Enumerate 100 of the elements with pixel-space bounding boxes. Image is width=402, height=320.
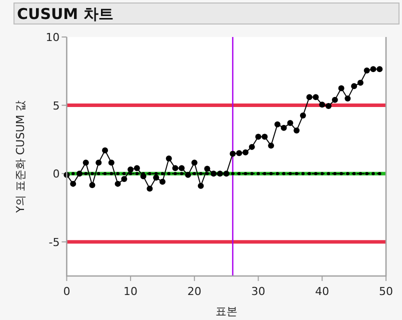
point <box>206 172 209 176</box>
point <box>110 172 113 176</box>
point <box>308 172 311 176</box>
point <box>160 172 164 176</box>
x-tick-label: 0 <box>63 285 70 298</box>
point <box>244 172 248 176</box>
point <box>70 180 76 187</box>
point <box>357 80 364 86</box>
point <box>378 172 382 176</box>
y-tick-label: 0 <box>52 168 60 181</box>
point <box>358 172 362 176</box>
point <box>84 172 88 176</box>
point <box>314 172 318 176</box>
point <box>333 172 337 176</box>
point <box>146 186 153 192</box>
point <box>238 172 241 176</box>
point <box>364 67 370 74</box>
point <box>312 94 319 100</box>
point <box>198 182 204 189</box>
point <box>148 172 152 176</box>
point <box>256 172 260 176</box>
point <box>370 66 376 72</box>
point <box>90 172 94 176</box>
chart-title: CUSUM 차트 <box>17 5 114 23</box>
point <box>250 172 254 176</box>
point <box>338 85 344 92</box>
point <box>116 172 120 176</box>
y-tick-label: -5 <box>48 236 60 249</box>
point <box>166 156 172 162</box>
point <box>134 165 140 172</box>
point <box>178 165 185 172</box>
point <box>96 160 102 166</box>
point <box>230 150 236 157</box>
x-tick-label: 40 <box>315 285 330 298</box>
point <box>102 147 108 154</box>
point <box>89 182 96 188</box>
point <box>320 172 324 176</box>
point <box>306 94 312 100</box>
point <box>276 172 280 176</box>
point <box>82 160 89 166</box>
point <box>301 172 305 176</box>
point <box>288 172 292 176</box>
point <box>351 83 358 90</box>
point <box>352 172 356 176</box>
point <box>280 124 287 131</box>
point <box>122 172 126 176</box>
point <box>231 172 234 176</box>
point <box>319 102 326 108</box>
point <box>294 172 298 176</box>
point <box>153 174 160 181</box>
point <box>344 95 351 102</box>
x-tick-label: 20 <box>187 285 202 298</box>
point <box>167 172 170 176</box>
point <box>248 144 255 150</box>
point <box>326 172 330 176</box>
x-axis-title: 표본 <box>215 305 238 318</box>
point <box>300 112 306 119</box>
point <box>376 66 383 72</box>
y-tick-label: 5 <box>52 99 60 112</box>
y-axis-title: Y의 표준화 CUSUM 값 <box>14 100 27 214</box>
point <box>262 134 268 140</box>
point <box>365 172 368 176</box>
point <box>274 121 280 128</box>
point <box>236 150 242 156</box>
point <box>287 120 294 126</box>
point <box>114 180 121 187</box>
point <box>326 102 332 109</box>
point <box>174 172 177 176</box>
point <box>103 172 107 176</box>
point <box>372 172 375 176</box>
x-tick-label: 50 <box>379 285 393 298</box>
point <box>199 172 202 176</box>
point <box>71 172 75 176</box>
point <box>340 172 343 176</box>
x-tick-label: 30 <box>251 285 266 298</box>
point <box>242 149 249 156</box>
point <box>121 176 128 182</box>
point <box>268 142 274 149</box>
point <box>140 173 146 180</box>
point <box>282 172 286 176</box>
point <box>332 96 338 103</box>
point <box>185 172 192 178</box>
point <box>255 134 262 140</box>
point <box>128 166 134 172</box>
point <box>97 172 100 176</box>
point <box>192 172 196 176</box>
point <box>269 172 273 176</box>
point <box>154 172 158 176</box>
point <box>191 160 198 166</box>
point <box>108 160 114 166</box>
point <box>346 172 350 176</box>
point <box>172 165 178 172</box>
point <box>128 172 132 176</box>
y-tick-label: 10 <box>46 31 60 44</box>
point <box>180 172 184 176</box>
point <box>263 172 266 176</box>
point <box>294 128 300 134</box>
point <box>204 166 210 172</box>
point <box>159 178 166 185</box>
point <box>135 172 139 176</box>
